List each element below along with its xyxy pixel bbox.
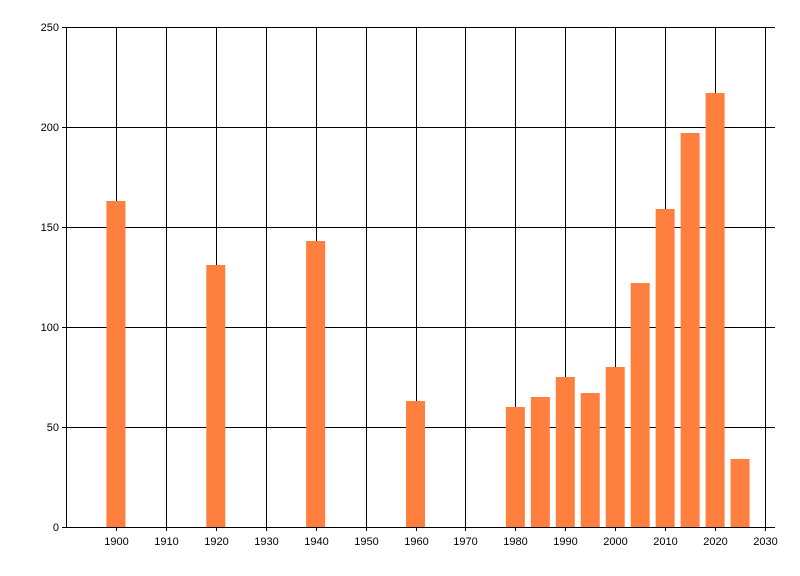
bar-2000 bbox=[605, 367, 625, 527]
bar-2005 bbox=[630, 283, 650, 527]
x-tick-label: 1990 bbox=[553, 536, 577, 548]
y-tick-label: 100 bbox=[41, 322, 59, 334]
bar-2025 bbox=[730, 459, 750, 527]
bar-1920 bbox=[206, 265, 226, 527]
bar-1985 bbox=[530, 397, 550, 527]
y-axis-tick-labels: 0 50 100 150 200 250 bbox=[41, 22, 59, 534]
x-tick-label: 1920 bbox=[204, 536, 228, 548]
x-tick-label: 1960 bbox=[404, 536, 428, 548]
x-tick-label: 2030 bbox=[753, 536, 777, 548]
bar-1960 bbox=[406, 401, 426, 527]
x-tick-label: 1930 bbox=[254, 536, 278, 548]
axes bbox=[66, 27, 775, 528]
bar-1980 bbox=[505, 407, 525, 527]
x-tick-label: 1910 bbox=[154, 536, 178, 548]
y-tick-label: 0 bbox=[53, 522, 59, 534]
x-tick-label: 1970 bbox=[453, 536, 477, 548]
y-tick-label: 200 bbox=[41, 122, 59, 134]
x-tick-label: 2010 bbox=[653, 536, 677, 548]
y-tick-label: 150 bbox=[41, 222, 59, 234]
bars bbox=[106, 93, 750, 527]
x-tick-label: 2000 bbox=[603, 536, 627, 548]
bar-2010 bbox=[655, 209, 675, 527]
bar-1995 bbox=[580, 393, 600, 527]
y-tick-label: 250 bbox=[41, 22, 59, 34]
x-tick-label: 1900 bbox=[104, 536, 128, 548]
bar-2020 bbox=[705, 93, 725, 527]
x-axis-tick-labels: 1900 1910 1920 1930 1940 1950 1960 1970 1980 1990… bbox=[104, 536, 777, 548]
bar-1900 bbox=[106, 201, 126, 527]
bar-1940 bbox=[306, 241, 326, 527]
y-tick-label: 50 bbox=[47, 422, 59, 434]
bar-1990 bbox=[555, 377, 575, 527]
x-tick-label: 1940 bbox=[304, 536, 328, 548]
bar-2015 bbox=[680, 133, 700, 527]
x-tick-label: 1950 bbox=[354, 536, 378, 548]
x-tick-label: 2020 bbox=[703, 536, 727, 548]
x-tick-label: 1980 bbox=[503, 536, 527, 548]
